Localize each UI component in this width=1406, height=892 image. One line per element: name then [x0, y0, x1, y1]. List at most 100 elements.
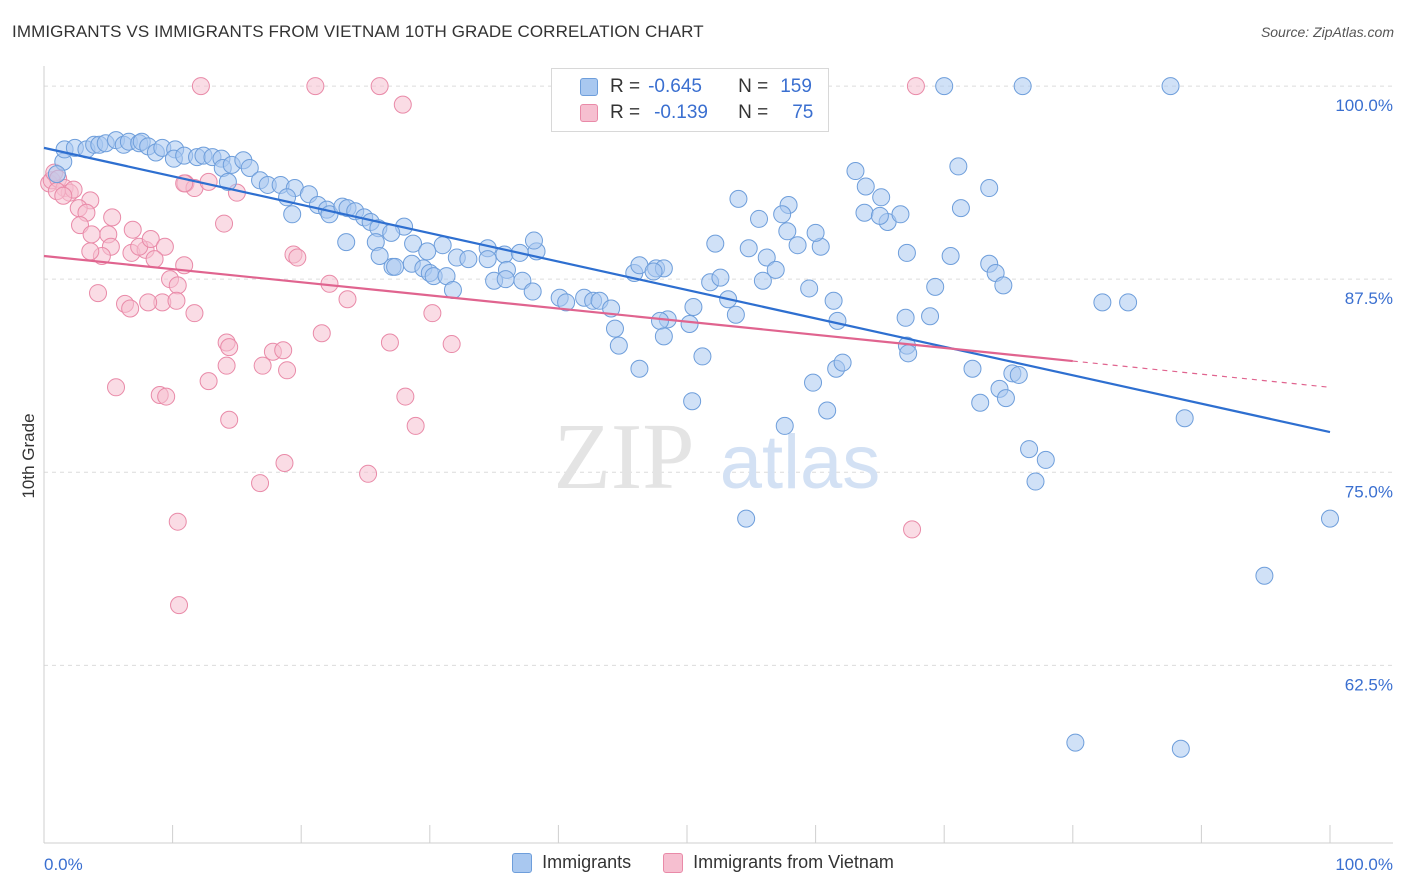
immigrants-point: [459, 250, 478, 269]
vietnam-point: [406, 416, 425, 435]
immigrants-point: [846, 162, 865, 181]
immigrants-point: [1009, 365, 1028, 384]
immigrants-point: [729, 189, 748, 208]
immigrants-point: [433, 236, 452, 255]
immigrants-point: [706, 234, 725, 253]
vietnam-point: [121, 299, 140, 318]
immigrants-point: [404, 234, 423, 253]
source-label: Source: ZipAtlas.com: [1260, 24, 1394, 40]
legend-swatch-pink: [580, 104, 598, 122]
immigrants-point: [941, 247, 960, 266]
immigrants-point: [524, 231, 543, 250]
y-tick-label: 87.5%: [1345, 289, 1393, 308]
immigrants-point: [1161, 77, 1180, 96]
n-value: 159: [780, 76, 812, 97]
immigrants-point: [778, 222, 797, 241]
vietnam-point: [107, 378, 126, 397]
immigrants-point: [804, 373, 823, 392]
immigrants-point: [654, 327, 673, 346]
immigrants-point: [757, 248, 776, 267]
immigrants-point: [240, 158, 259, 177]
tick-labels: 100.0% 87.5% 75.0% 62.5% 0.0% 100.0%: [44, 96, 1393, 874]
vietnam-point: [139, 293, 158, 312]
y-axis-label: 10th Grade: [19, 413, 38, 498]
immigrants-point: [1171, 739, 1190, 758]
vietnam-point: [220, 338, 239, 357]
watermark: ZIP atlas: [554, 405, 881, 509]
immigrants-point: [949, 157, 968, 176]
immigrants-point: [1175, 409, 1194, 428]
vietnam-point: [145, 250, 164, 269]
immigrants-point: [496, 270, 515, 289]
vietnam-point: [306, 77, 325, 96]
immigrants-point: [899, 344, 918, 363]
vietnam-point: [167, 291, 186, 310]
immigrants-point: [523, 282, 542, 301]
vietnam-point: [220, 410, 239, 429]
legend-item-vietnam[interactable]: Immigrants from Vietnam: [663, 852, 894, 873]
immigrants-point: [478, 250, 497, 269]
n-label: N =: [738, 76, 769, 97]
immigrants-point: [750, 209, 769, 228]
immigrants-point: [897, 243, 916, 262]
vietnam-point: [141, 230, 160, 249]
vietnam-point: [380, 333, 399, 352]
immigrants-point: [1066, 733, 1085, 752]
immigrants-point: [788, 236, 807, 255]
immigrants-point: [1013, 77, 1032, 96]
n-value: 75: [792, 102, 814, 123]
vietnam-point: [251, 474, 270, 493]
vietnam-point: [168, 512, 187, 531]
immigrants-point: [218, 172, 237, 191]
vietnam-point: [274, 341, 293, 360]
y-tick-label: 100.0%: [1335, 96, 1393, 115]
stats-row-vietnam: R = -0.139 N = 75: [552, 100, 813, 126]
r-value: -0.139: [654, 102, 708, 123]
immigrants-point: [806, 223, 825, 242]
immigrants-point: [1321, 509, 1339, 528]
legend-label-vietnam: Immigrants from Vietnam: [693, 852, 894, 872]
series-immigrants-points: [47, 77, 1339, 758]
immigrants-point: [994, 276, 1013, 295]
axes: [43, 66, 1393, 844]
vietnam-point: [906, 77, 925, 96]
immigrants-point: [630, 359, 649, 378]
legend-item-immigrants[interactable]: Immigrants: [512, 852, 631, 873]
vietnam-point: [199, 372, 218, 391]
immigrants-point: [683, 392, 702, 411]
r-label: R =: [610, 76, 641, 97]
vietnam-point: [215, 214, 234, 233]
vietnam-point: [338, 290, 357, 309]
vietnam-trend-extension: [1072, 360, 1331, 388]
stats-row-immigrants: R = -0.645 N = 159: [552, 74, 812, 100]
vietnam-point: [442, 335, 461, 354]
legend-label-immigrants: Immigrants: [542, 852, 632, 872]
immigrants-point: [971, 393, 990, 412]
vietnam-point: [359, 464, 378, 483]
immigrants-point: [818, 401, 837, 420]
vietnam-point: [89, 284, 108, 303]
immigrants-trend-line: [43, 146, 1331, 434]
vietnam-point: [191, 77, 210, 96]
x-tick-label: 0.0%: [44, 855, 83, 874]
immigrants-point: [609, 336, 628, 355]
vietnam-point: [168, 276, 187, 295]
immigrants-point: [680, 314, 699, 333]
immigrants-point: [753, 271, 772, 290]
immigrants-point: [737, 509, 756, 528]
immigrants-point: [926, 277, 945, 296]
immigrants-point: [693, 347, 712, 366]
r-value: -0.645: [648, 76, 702, 97]
watermark-zip: ZIP: [554, 405, 695, 509]
immigrants-point: [418, 242, 437, 261]
immigrants-point: [773, 205, 792, 224]
vietnam-point: [103, 208, 122, 227]
immigrants-point: [921, 307, 940, 326]
vietnam-point: [157, 387, 176, 406]
immigrants-point: [684, 297, 703, 316]
vietnam-point: [278, 361, 297, 380]
immigrants-point: [47, 165, 66, 184]
y-tick-label: 62.5%: [1345, 675, 1393, 694]
immigrants-point: [856, 177, 875, 196]
vietnam-point: [253, 356, 272, 375]
